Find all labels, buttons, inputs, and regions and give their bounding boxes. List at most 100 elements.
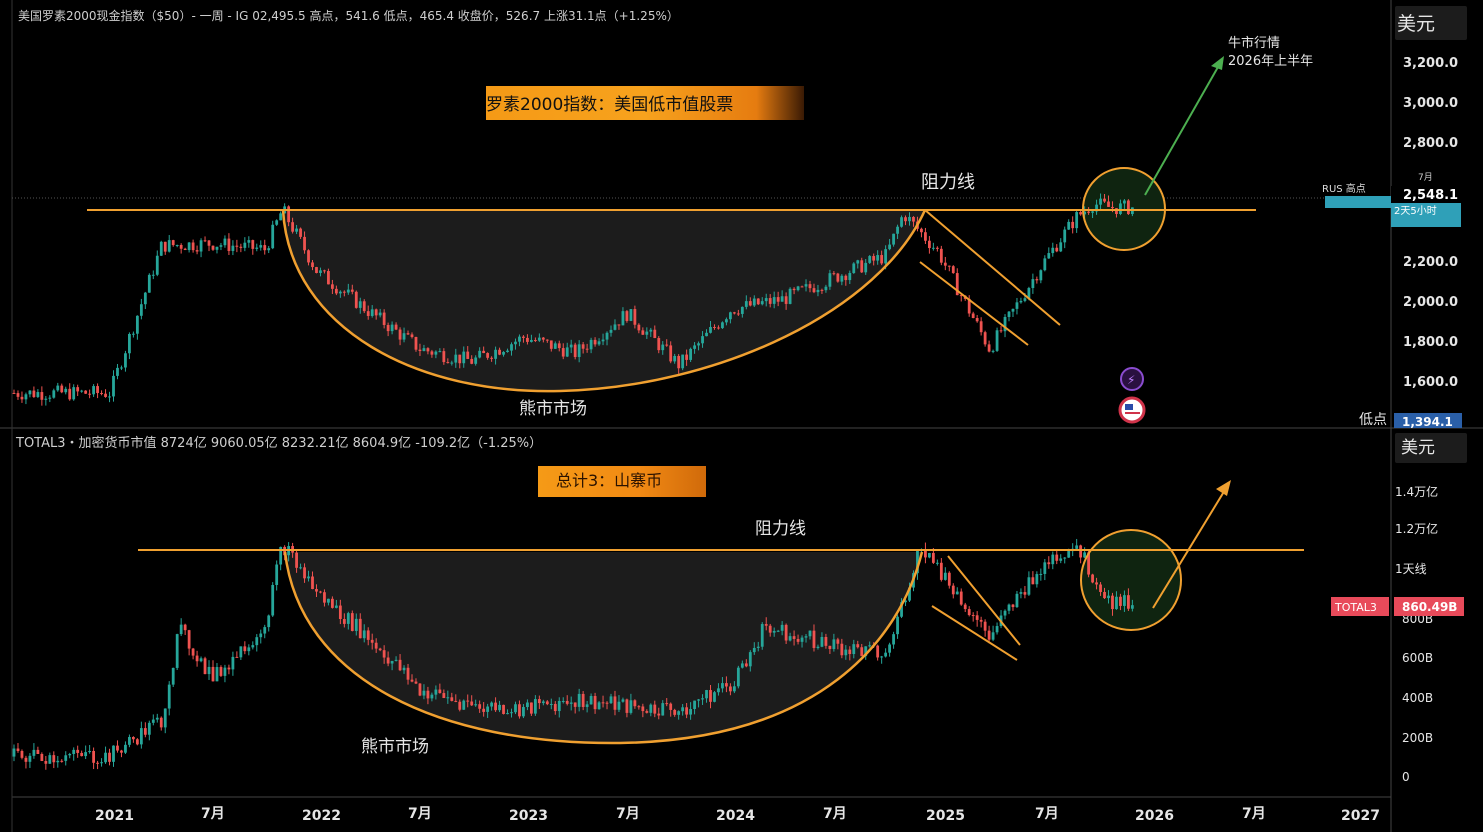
- candle-body: [346, 613, 350, 624]
- candle-body: [16, 393, 20, 397]
- candle-body: [995, 626, 999, 633]
- candle-body: [697, 343, 700, 346]
- candle-body: [983, 621, 987, 631]
- candle-body: [1083, 552, 1087, 558]
- time-tick: 7月: [1035, 806, 1059, 822]
- candle-body: [665, 344, 669, 346]
- candle-body: [96, 762, 99, 764]
- bottom-axis-tick: 200B: [1402, 731, 1433, 745]
- candle-body: [502, 704, 505, 714]
- candle-body: [601, 339, 605, 342]
- candle-body: [135, 315, 139, 334]
- top-bull-arrowhead: [1211, 56, 1224, 70]
- candle-body: [486, 706, 490, 712]
- candle-body: [68, 753, 72, 756]
- candle-body: [1095, 204, 1098, 212]
- candle-body: [673, 709, 677, 715]
- candle-body: [987, 344, 991, 352]
- lightning-icon[interactable]: [1120, 367, 1144, 391]
- candle-body: [533, 340, 537, 342]
- candle-body: [872, 256, 876, 261]
- candle-body: [565, 700, 569, 704]
- time-tick: 7月: [201, 806, 225, 822]
- candle-body: [792, 288, 796, 291]
- candle-body: [597, 702, 601, 710]
- candle-body: [689, 348, 692, 360]
- candle-body: [346, 289, 350, 293]
- candle-body: [701, 336, 704, 344]
- candle-body: [788, 288, 792, 304]
- candle-body: [1083, 211, 1087, 215]
- candle-body: [621, 311, 625, 326]
- top-axis-tick: 1,600.0: [1403, 375, 1458, 390]
- candle-body: [935, 247, 939, 249]
- candle-body: [1111, 206, 1114, 209]
- bottom-currency-button[interactable]: 美元: [1401, 438, 1435, 458]
- candle-body: [124, 744, 127, 753]
- candle-body: [1043, 258, 1047, 271]
- candle-body: [28, 755, 32, 762]
- candle-body: [219, 245, 223, 247]
- candle-body: [1011, 308, 1015, 312]
- candle-body: [207, 666, 211, 675]
- candle-body: [434, 689, 438, 695]
- candle-body: [943, 572, 947, 580]
- candle-body: [219, 667, 223, 676]
- candle-body: [924, 232, 927, 241]
- candle-body: [939, 248, 943, 263]
- bottom-currency-button-bg[interactable]: [1395, 433, 1467, 463]
- top-currency-button[interactable]: 美元: [1397, 13, 1435, 35]
- candle-body: [916, 550, 919, 574]
- candle-body: [139, 728, 143, 745]
- candle-body: [327, 271, 330, 285]
- bottom-price-tag: 860.49B: [1402, 600, 1457, 614]
- candle-body: [1111, 595, 1114, 610]
- bottom-bear-label: 熊市市场: [361, 737, 429, 757]
- candle-body: [609, 329, 613, 333]
- candle-body: [366, 630, 370, 640]
- candle-body: [179, 624, 183, 635]
- top-cup-fill: [283, 210, 925, 392]
- candle-body: [518, 704, 521, 717]
- candle-body: [1039, 573, 1043, 575]
- candle-body: [370, 639, 374, 643]
- top-currency-button-bg[interactable]: [1395, 6, 1467, 40]
- candle-body: [446, 362, 450, 364]
- candle-body: [510, 712, 513, 714]
- candle-body: [545, 701, 549, 705]
- candle-body: [681, 354, 685, 369]
- candle-body: [466, 700, 470, 702]
- candle-body: [641, 330, 645, 335]
- time-tick: 2024: [716, 808, 755, 824]
- candle-body: [1027, 288, 1031, 299]
- candle-body: [128, 334, 131, 354]
- candle-body: [92, 750, 95, 763]
- candle-body: [776, 630, 780, 632]
- candle-body: [159, 717, 163, 728]
- low-tag-bg: [1394, 413, 1462, 428]
- candle-body: [908, 587, 911, 601]
- candle-body: [1063, 557, 1067, 559]
- candle-body: [490, 702, 493, 707]
- candle-body: [788, 636, 792, 641]
- time-tick: 7月: [408, 806, 432, 822]
- candle-body: [1043, 562, 1047, 574]
- time-tick: 2023: [509, 808, 548, 824]
- bull-label-line1: 牛市行情: [1228, 35, 1280, 51]
- candle-body: [561, 700, 565, 702]
- candle-body: [239, 646, 243, 658]
- candle-body: [259, 633, 263, 638]
- candle-body: [195, 250, 199, 252]
- candle-body: [223, 667, 227, 676]
- candle-body: [816, 646, 820, 648]
- candle-body: [748, 652, 752, 667]
- candle-body: [211, 245, 215, 250]
- top-resistance-label: 阻力线: [921, 172, 975, 193]
- candle-body: [470, 701, 474, 706]
- candle-body: [860, 260, 864, 273]
- candle-body: [760, 624, 764, 647]
- candle-body: [832, 273, 836, 275]
- candle-body: [585, 348, 589, 350]
- candle-body: [768, 625, 772, 633]
- candle-body: [342, 619, 346, 624]
